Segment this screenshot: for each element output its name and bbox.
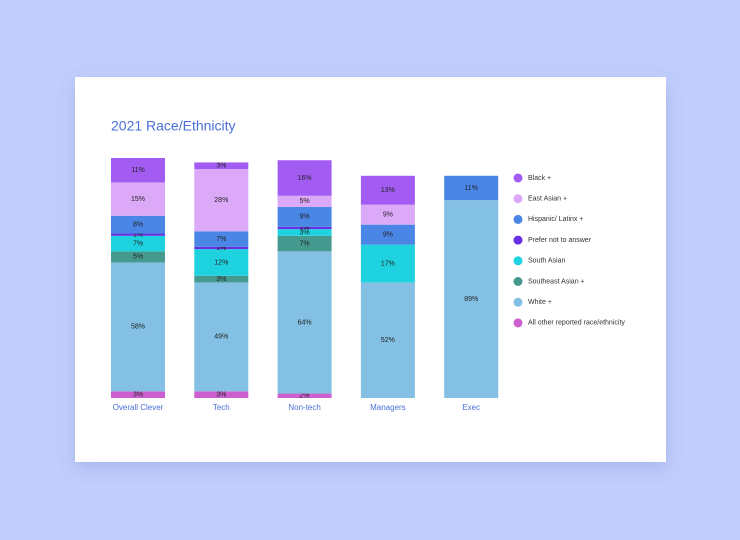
bar-segment <box>277 235 332 252</box>
legend-label: East Asian + <box>528 196 567 203</box>
bar-segment <box>111 215 165 234</box>
bar-segment <box>194 169 249 232</box>
bar-segment <box>194 391 249 398</box>
data-label: 15% <box>131 196 145 203</box>
bar-segment <box>277 195 332 207</box>
data-label: 17% <box>381 260 395 267</box>
bar-segment <box>277 393 332 398</box>
legend-label: Hispanic/ Latinx + <box>528 216 583 223</box>
data-label: 89% <box>464 296 478 303</box>
bar-segment <box>194 231 249 247</box>
legend-swatch <box>513 256 523 266</box>
bar-segment <box>111 235 165 252</box>
data-label: 52% <box>381 337 395 344</box>
data-label: 8% <box>133 222 143 229</box>
x-tick-label: Non-tech <box>288 403 320 412</box>
plot: 3%58%5%7%1%8%15%11%Overall Clever3%49%3%… <box>111 158 625 412</box>
data-label: 2% <box>300 393 310 400</box>
data-label: 64% <box>298 319 312 326</box>
data-label: 3% <box>216 163 226 170</box>
bar-segment <box>111 391 165 398</box>
data-label: 11% <box>464 185 478 192</box>
bar-segment <box>360 224 415 245</box>
legend-label: Southeast Asian + <box>528 278 585 285</box>
legend-swatch <box>513 277 523 286</box>
bar-segment <box>360 282 415 398</box>
bar-segment <box>111 233 165 236</box>
bar-segment <box>360 244 415 283</box>
x-tick-label: Overall Clever <box>113 403 164 412</box>
data-label: 16% <box>298 175 312 182</box>
bar-segment <box>277 160 332 196</box>
bar-segment <box>277 251 332 394</box>
data-label: 5% <box>133 254 143 261</box>
data-label: 1% <box>216 245 226 252</box>
legend-label: Black + <box>528 175 551 182</box>
legend-label: White + <box>528 299 552 306</box>
x-tick-label: Exec <box>462 403 480 412</box>
legend-swatch <box>513 297 523 307</box>
legend-swatch <box>513 235 523 245</box>
legend-swatch <box>513 173 523 183</box>
data-label: 58% <box>131 324 145 331</box>
bar-segment <box>277 206 332 227</box>
bar-segment <box>194 246 249 250</box>
data-label: 3% <box>216 392 226 399</box>
legend-swatch <box>513 214 523 224</box>
data-label: 3% <box>216 276 226 283</box>
bar-segment <box>194 275 249 283</box>
data-label: 13% <box>381 187 395 194</box>
bar-segment <box>111 251 165 263</box>
data-label: 5% <box>300 198 310 205</box>
data-label: 9% <box>383 232 393 239</box>
legend-label: Prefer not to answer <box>528 237 592 244</box>
bar-segment <box>111 158 165 183</box>
bar-segment <box>111 262 165 392</box>
data-label: 7% <box>300 240 310 247</box>
x-tick-label: Managers <box>370 403 406 412</box>
bar-segment <box>444 175 499 201</box>
bar-segment <box>277 229 332 236</box>
data-label: 11% <box>131 167 145 174</box>
bar-segment <box>111 182 165 216</box>
data-label: 1% <box>300 225 310 232</box>
bar-segment <box>194 249 249 276</box>
bar-segment <box>194 162 249 170</box>
data-label: 49% <box>214 334 228 341</box>
chart-title: 2021 Race/Ethnicity <box>111 118 236 134</box>
data-label: 7% <box>216 236 226 243</box>
data-label: 3% <box>133 392 143 399</box>
bar-segment <box>194 282 249 392</box>
legend-swatch <box>513 194 523 204</box>
bar-segment <box>277 226 332 230</box>
bar-segment <box>360 175 415 205</box>
data-label: 28% <box>214 197 228 204</box>
bar-segment <box>360 204 415 225</box>
legend-swatch <box>513 318 523 328</box>
data-label: 12% <box>214 259 228 266</box>
legend-label: All other reported race/ethnicity <box>528 320 625 327</box>
data-label: 9% <box>300 214 310 221</box>
data-label: 9% <box>383 212 393 219</box>
bar-segment <box>444 200 499 398</box>
data-label: 3% <box>300 229 310 236</box>
x-tick-label: Tech <box>213 403 230 412</box>
legend-label: South Asian <box>528 258 565 265</box>
data-label: 1% <box>133 232 143 239</box>
data-label: 7% <box>133 240 143 247</box>
